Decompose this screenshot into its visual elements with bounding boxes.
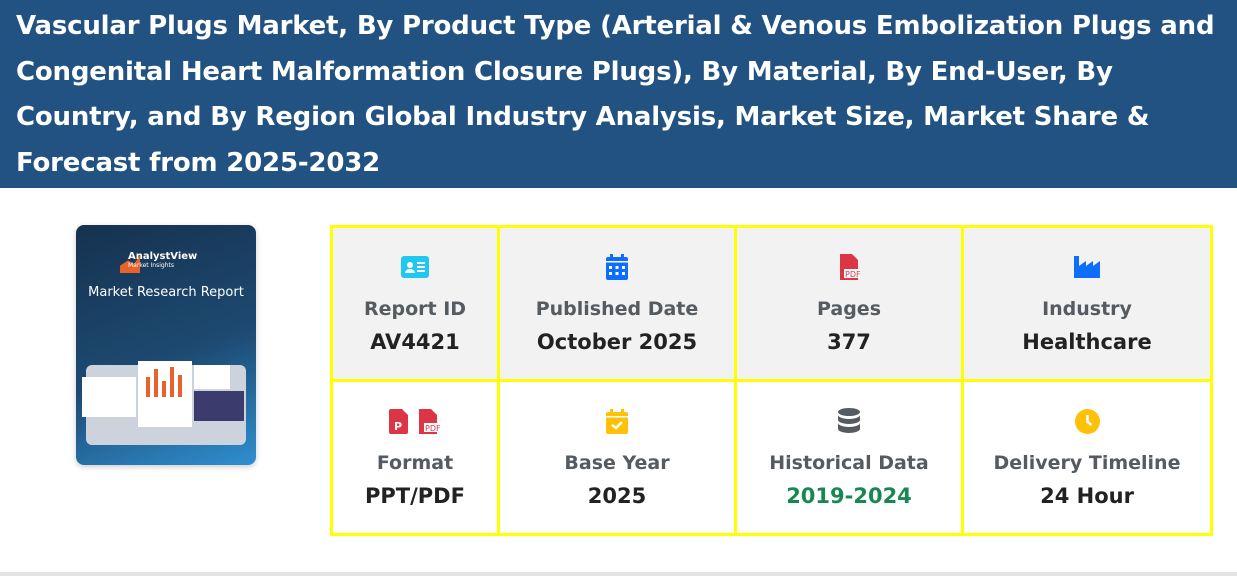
detail-pages: PDF Pages 377: [737, 228, 961, 379]
cover-brand: AnalystView Market Insights: [128, 251, 198, 269]
detail-report-id: Report ID AV4421: [333, 228, 497, 379]
svg-text:P: P: [394, 420, 402, 433]
detail-historical-data: Historical Data 2019-2024: [737, 382, 961, 533]
section-divider: [0, 572, 1237, 576]
detail-industry: Industry Healthcare: [964, 228, 1210, 379]
calendar-check-icon: [606, 408, 628, 434]
industry-icon: [1074, 256, 1100, 278]
file-pdf-icon: PDF: [419, 408, 441, 434]
clock-icon: [1074, 408, 1100, 434]
id-card-icon: [401, 256, 429, 278]
cover-title: Market Research Report: [88, 285, 244, 300]
file-pdf-icon: PDF: [840, 254, 860, 280]
detail-format: P PDF Format PPT/PDF: [333, 382, 497, 533]
svg-text:PDF: PDF: [425, 424, 441, 433]
report-cover-image: AnalystView Market Insights Market Resear…: [76, 225, 256, 465]
detail-base-year: Base Year 2025: [500, 382, 734, 533]
detail-published-date: Published Date October 2025: [500, 228, 734, 379]
database-icon: [838, 408, 860, 433]
calendar-icon: [606, 254, 628, 280]
page-title: Vascular Plugs Market, By Product Type (…: [16, 11, 1215, 178]
report-details-grid: Report ID AV4421 Published Date October …: [330, 225, 1213, 536]
page-header: Vascular Plugs Market, By Product Type (…: [0, 0, 1237, 188]
file-ppt-icon: P: [389, 408, 408, 434]
svg-text:PDF: PDF: [845, 270, 860, 279]
detail-delivery-timeline: Delivery Timeline 24 Hour: [964, 382, 1210, 533]
